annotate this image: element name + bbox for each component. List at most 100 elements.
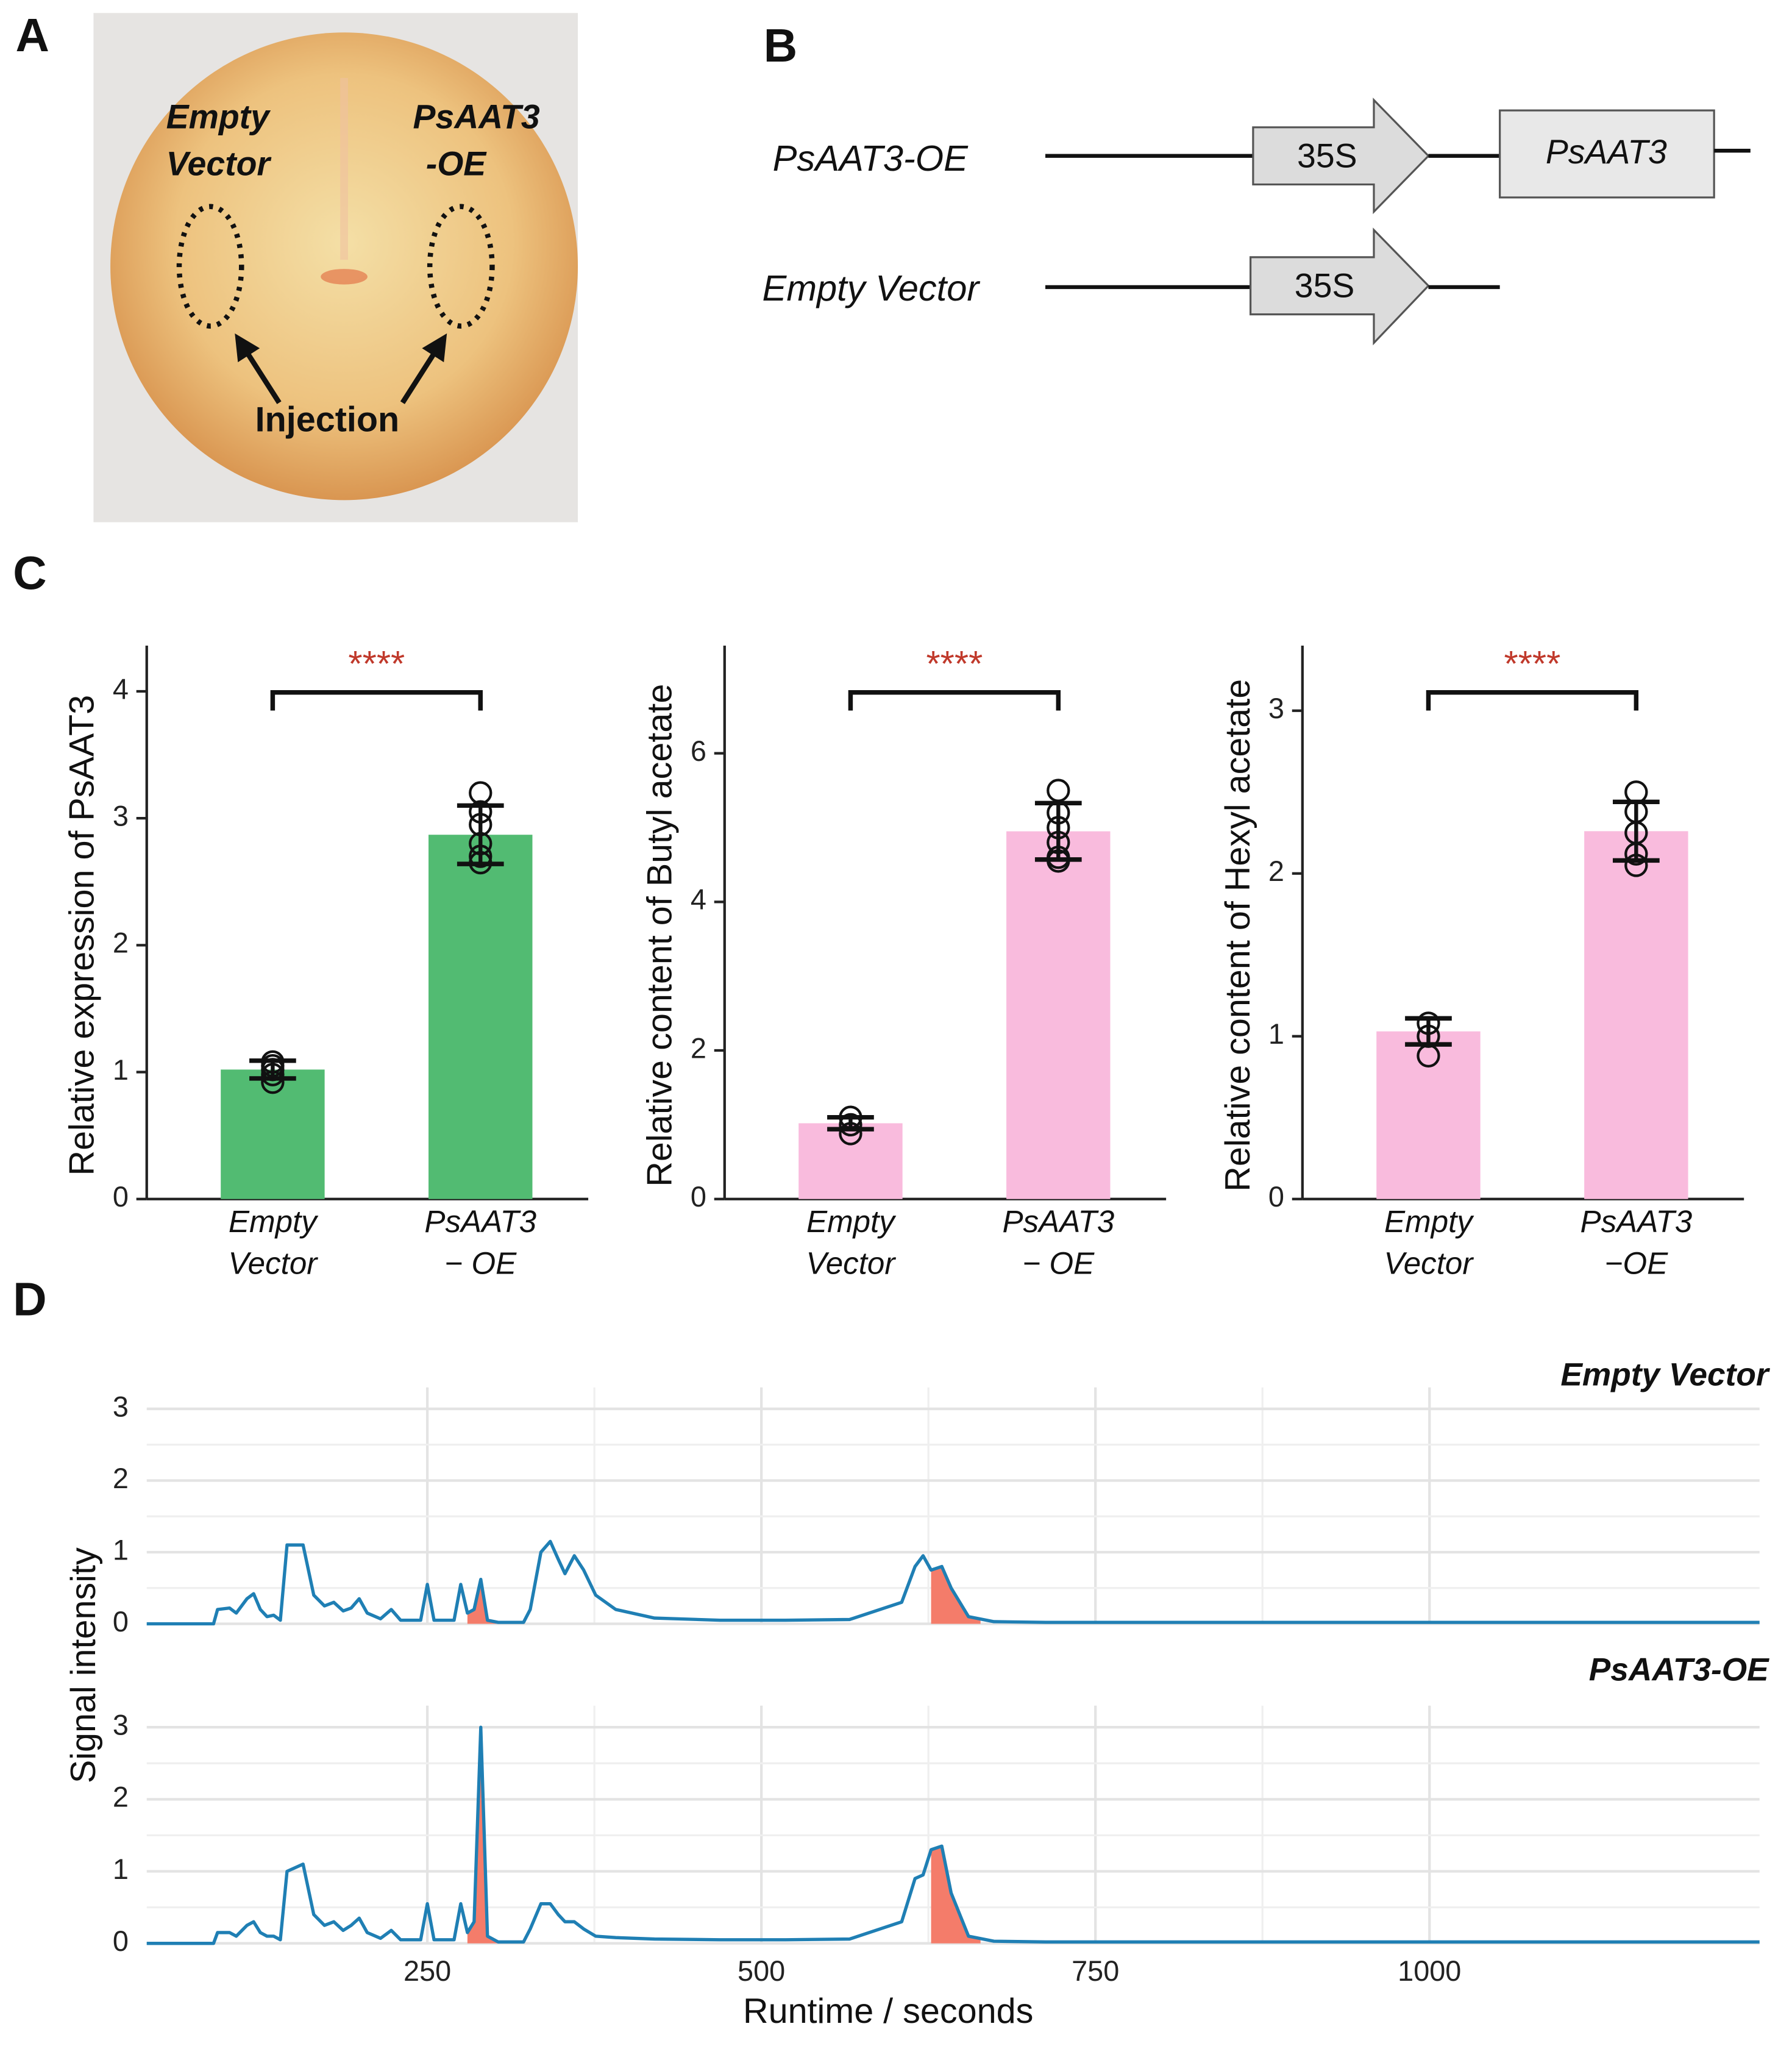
significance-bracket — [270, 690, 483, 711]
arrow — [235, 333, 282, 404]
photo-label: Vector — [166, 144, 272, 182]
data-point — [469, 832, 492, 855]
x-tick-label: 1000 — [1398, 1955, 1461, 1987]
bar — [428, 835, 533, 1199]
y-tick-label: 0 — [113, 1925, 129, 1957]
promoter — [1252, 98, 1430, 215]
y-tick-label: 1 — [113, 1534, 129, 1566]
y-tick-label: 0 — [1268, 1181, 1284, 1213]
construct-name: PsAAT3-OE — [773, 138, 969, 179]
data-point — [261, 1071, 285, 1094]
y-tick-label: 4 — [691, 884, 706, 916]
photo-label: Empty — [166, 98, 271, 136]
injection-site — [176, 204, 244, 329]
data-point — [1624, 842, 1648, 866]
y-tick-label: 2 — [691, 1032, 706, 1064]
significance-label: **** — [926, 643, 983, 684]
y-tick-label: 1 — [1268, 1018, 1284, 1050]
significance-bracket — [1426, 690, 1639, 711]
y-tick-label: 0 — [113, 1606, 129, 1638]
data-point — [469, 844, 492, 868]
data-point — [1047, 779, 1070, 802]
data-point — [839, 1122, 862, 1146]
data-point — [1624, 854, 1648, 877]
data-point — [1047, 800, 1070, 825]
y-tick-label: 2 — [1268, 855, 1284, 887]
trace — [146, 1725, 1760, 1945]
x-tick-label: 750 — [1072, 1955, 1119, 1987]
significance-label: **** — [1504, 643, 1560, 684]
highlight-area — [931, 1846, 981, 1944]
y-tick-label: 3 — [113, 1709, 129, 1741]
charts: 0 1 2 3 4 Relative expression of PsAAT3 Empty V… — [63, 643, 1771, 2031]
trace — [146, 1539, 1760, 1626]
y-tick-label: 2 — [113, 1463, 129, 1494]
data-point — [839, 1113, 862, 1137]
y-tick-label: 3 — [1268, 693, 1284, 724]
data-point — [469, 781, 492, 805]
promoter-label: 35S — [1295, 267, 1355, 305]
data-point — [261, 1053, 285, 1078]
bar — [1584, 831, 1688, 1199]
highlight-area — [931, 1566, 981, 1624]
x-axis-label: Runtime / seconds — [743, 1992, 1033, 2031]
photo-label: Injection — [255, 401, 399, 440]
gene-label: PsAAT3 — [1546, 133, 1667, 171]
data-point — [1047, 849, 1070, 873]
photo-label: PsAAT3 — [413, 98, 539, 136]
data-point — [261, 1063, 285, 1086]
significance-bracket — [848, 690, 1061, 711]
y-axis-label: Signal intensity — [64, 1547, 103, 1783]
data-point — [1047, 830, 1070, 855]
panel-label: C — [13, 547, 46, 599]
fruit-spot — [321, 269, 368, 285]
significance-label: **** — [348, 643, 405, 684]
panel-title: PsAAT3-OE — [1589, 1652, 1769, 1688]
y-tick-label: 1 — [113, 1853, 129, 1885]
data-point — [1047, 816, 1070, 839]
y-tick-label: 3 — [113, 1391, 129, 1422]
construct-name: Empty Vector — [763, 268, 981, 308]
data-point — [839, 1105, 862, 1129]
x-tick-label: Empty Vector — [806, 1204, 897, 1280]
injection-site — [427, 204, 495, 329]
photo-label: -OE — [426, 144, 488, 182]
y-tick-label: 4 — [113, 673, 129, 705]
x-tick-label: Empty Vector — [228, 1204, 319, 1280]
promoter — [1250, 227, 1430, 346]
gene-box — [1499, 109, 1715, 199]
y-tick-label: 2 — [113, 1781, 129, 1813]
data-point — [469, 813, 492, 836]
x-tick-label: PsAAT3 −OE — [1580, 1204, 1692, 1280]
panel-label: A — [16, 10, 49, 62]
x-tick-label: 250 — [404, 1955, 451, 1987]
fruit — [110, 32, 578, 501]
panel-label: B — [764, 20, 797, 72]
panel-label: D — [13, 1274, 46, 1325]
x-tick-label: 500 — [738, 1955, 785, 1987]
arrow — [400, 333, 447, 404]
y-tick-label: 0 — [113, 1181, 129, 1213]
promoter-label: 35S — [1297, 137, 1357, 175]
panel-title: Empty Vector — [1560, 1357, 1771, 1393]
bar — [221, 1069, 325, 1199]
y-axis-label: Relative expression of PsAAT3 — [63, 695, 102, 1176]
bar — [1376, 1031, 1481, 1199]
data-point — [469, 800, 492, 824]
y-axis-label: Relative content of Hexyl acetate — [1218, 679, 1257, 1192]
y-axis-label: Relative content of Butyl acetate — [641, 684, 680, 1187]
data-point — [1624, 780, 1648, 804]
x-tick-label: Empty Vector — [1384, 1204, 1475, 1280]
x-tick-label: PsAAT3− OE — [1002, 1204, 1114, 1280]
x-tick-label: PsAAT3− OE — [424, 1204, 536, 1280]
data-point — [1417, 1044, 1440, 1068]
data-point — [469, 850, 492, 875]
y-tick-label: 1 — [113, 1054, 129, 1086]
y-tick-label: 6 — [691, 735, 706, 767]
y-tick-label: 3 — [113, 800, 129, 832]
data-point — [1417, 1011, 1440, 1035]
y-tick-label: 2 — [113, 927, 129, 959]
bar — [1006, 831, 1111, 1199]
y-tick-label: 0 — [691, 1181, 706, 1213]
